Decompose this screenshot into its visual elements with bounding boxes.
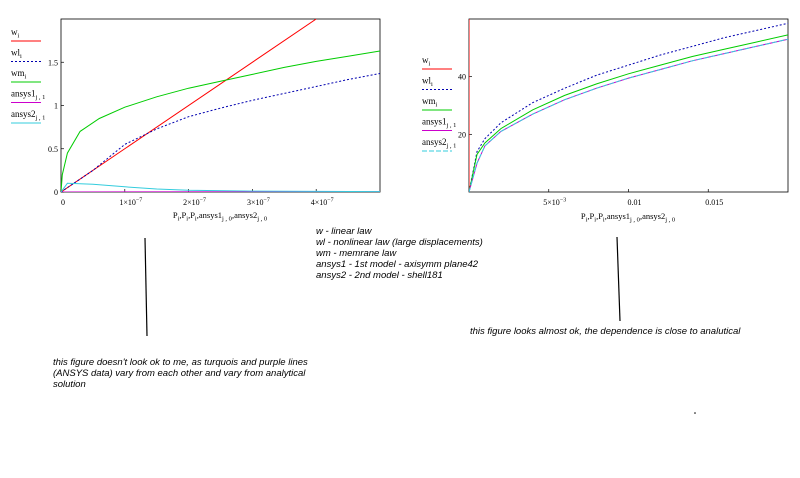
legend-label-w: wi: [422, 55, 431, 68]
x-tick-label: 1×10−7: [119, 198, 142, 208]
x-axis-label: Pi,Pi,Pi,ansys1j , 0,ansys2j , 0: [581, 211, 675, 224]
note-line-w: w - linear law: [316, 226, 372, 237]
legend-label-wm: wmi: [422, 96, 438, 109]
x-tick-label: 2×10−7: [183, 198, 206, 208]
legend-label-ansys1: ansys1j , 1: [11, 89, 45, 102]
series-line-wm: [469, 34, 788, 192]
x-axis-label: Pi,Pi,Pi,ansys1j , 0,ansys2j , 0: [173, 210, 267, 223]
pointer-line-right: [616, 236, 621, 322]
legend-label-ansys2: ansys2j , 1: [422, 137, 456, 150]
series-line-ansys2: [469, 38, 788, 192]
series-line-ansys1: [469, 38, 788, 192]
series-line-w: [61, 19, 317, 192]
note-line-ansys2: ansys2 - 2nd model - shell181: [316, 270, 443, 281]
left-comment: this figure doesn't look ok to me, as tu…: [53, 357, 308, 390]
y-tick-label: 20: [458, 130, 466, 139]
y-tick-label: 40: [458, 73, 466, 82]
legend-label-w: wi: [11, 27, 20, 40]
y-tick-label: 0.5: [48, 145, 58, 154]
left-comment-line-2: (ANSYS data) vary from each other and va…: [53, 368, 306, 379]
right-comment: this figure looks almost ok, the depende…: [470, 326, 741, 337]
y-tick-label: 1.5: [48, 58, 58, 67]
plot-frame: [60, 18, 381, 193]
left-comment-line-1: this figure doesn't look ok to me, as tu…: [53, 357, 308, 368]
x-tick-label: 4×10−7: [311, 198, 334, 208]
x-tick-label: 5×10−3: [543, 198, 566, 208]
chart-right: 20 40 5×10−3 0.01 0.015 wi wli wmi ansys1j , 1 an…: [422, 18, 789, 224]
plot-frame: [468, 18, 789, 193]
note-line-wm: wm - memrane law: [316, 248, 397, 259]
series-line-wl: [469, 22, 788, 192]
x-tick-label: 0.015: [705, 198, 723, 207]
legend-label-ansys2: ansys2j , 1: [11, 109, 45, 122]
stray-dot: [694, 412, 696, 414]
legend-notes: w - linear law wl - nonlinear law (large…: [316, 226, 483, 281]
chart-left: 0 0.5 1 1.5 0 1×10−7 2×10−7 3×10−7 4×10−7 wi wli wm…: [11, 18, 381, 223]
series-line-wm: [61, 50, 380, 192]
note-line-ansys1: ansys1 - 1st model - axisymm plane42: [316, 259, 479, 270]
legend-label-ansys1: ansys1j , 1: [422, 117, 456, 130]
x-tick-label: 3×10−7: [247, 198, 270, 208]
legend-label-wl: wli: [11, 48, 22, 61]
left-comment-line-3: solution: [53, 379, 86, 390]
legend-label-wm: wmi: [11, 68, 27, 81]
y-tick-label: 0: [54, 188, 58, 197]
series-line-ansys2: [61, 182, 380, 192]
x-tick-label: 0.01: [628, 198, 642, 207]
y-tick-label: 1: [54, 102, 58, 111]
pointer-line-left: [144, 237, 148, 337]
x-tick-label: 0: [61, 198, 65, 207]
legend-label-wl: wli: [422, 76, 433, 89]
series-line-wl: [61, 73, 380, 192]
note-line-wl: wl - nonlinear law (large displacements): [316, 237, 483, 248]
